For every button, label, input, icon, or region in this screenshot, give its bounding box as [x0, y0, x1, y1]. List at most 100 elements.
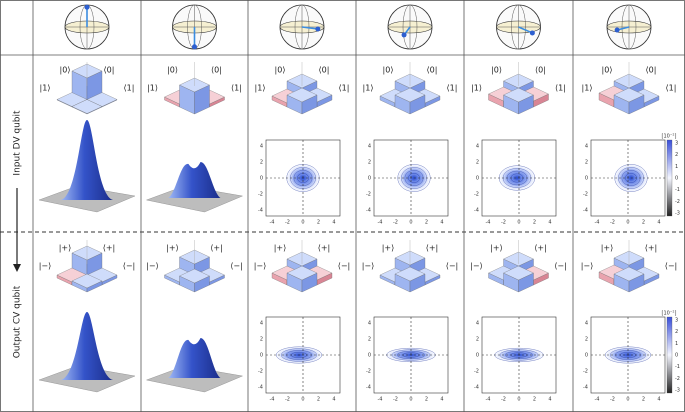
contour — [510, 173, 524, 183]
basis-label: |0⟩ — [383, 66, 394, 75]
colorbar-unit: [10⁻²] — [662, 311, 677, 317]
x-tick-label: 2 — [425, 397, 428, 403]
x-tick-label: -2 — [393, 220, 398, 226]
x-tick-label: 0 — [409, 397, 412, 403]
x-tick-label: -4 — [378, 220, 383, 226]
basis-label: ⟨1| — [339, 84, 350, 93]
box-top — [394, 87, 426, 103]
x-tick-label: 4 — [657, 220, 660, 226]
peak — [168, 338, 221, 378]
basis-label: |+⟩ — [59, 244, 72, 253]
x-tick-label: -2 — [610, 397, 615, 403]
y-tick-label: 4 — [368, 321, 371, 327]
density-matrix: |1⟩ |0⟩ ⟨0| ⟨1| — [40, 62, 135, 115]
box-top — [613, 87, 645, 103]
colorbar-tick: -1 — [675, 364, 680, 370]
y-tick-label: -4 — [366, 385, 371, 391]
basis-label: |−⟩ — [146, 262, 159, 271]
density-matrix: |1⟩ |0⟩ ⟨0| ⟨1| — [363, 62, 457, 115]
basis-label: ⟨−| — [446, 262, 459, 271]
x-tick-label: -4 — [595, 220, 600, 226]
basis-label: ⟨−| — [665, 262, 678, 271]
wigner-plot: -4 -4 -2 -2 0 0 2 2 4 4 — [474, 316, 557, 403]
basis-label: ⟨+| — [103, 244, 116, 253]
basis-label: ⟨−| — [554, 262, 567, 271]
box-top — [613, 266, 645, 282]
x-tick-label: 0 — [626, 397, 629, 403]
basis-label: ⟨1| — [666, 84, 677, 93]
wigner-surface — [145, 162, 244, 213]
wigner-plot: -4 -4 -2 -2 0 0 2 2 4 4 — [366, 316, 449, 403]
box-top — [286, 87, 318, 103]
wigner-plot: -4 -4 -2 -2 0 0 2 2 4 4 — [258, 316, 341, 403]
y-tick-label: -4 — [258, 208, 263, 214]
colorbar-tick: -2 — [675, 376, 680, 382]
y-tick-label: 0 — [476, 176, 479, 182]
x-tick-label: 2 — [425, 220, 428, 226]
bloch-sphere — [496, 4, 541, 50]
density-matrix: |−⟩ |+⟩ ⟨+| ⟨−| — [254, 240, 351, 293]
y-tick-label: 4 — [260, 144, 263, 150]
x-tick-label: 0 — [409, 220, 412, 226]
y-tick-label: 2 — [260, 160, 263, 166]
density-matrix: |−⟩ |+⟩ ⟨+| ⟨−| — [146, 240, 243, 293]
x-tick-label: 4 — [440, 220, 443, 226]
colorbar-tick: 0 — [675, 176, 678, 182]
basis-label: ⟨0| — [211, 66, 222, 75]
box-top — [71, 99, 103, 114]
floor — [145, 185, 244, 213]
x-tick-label: 0 — [301, 397, 304, 403]
y-tick-label: -2 — [474, 192, 479, 198]
x-tick-label: 0 — [517, 220, 520, 226]
box-top — [71, 273, 103, 289]
x-tick-label: -4 — [270, 220, 275, 226]
basis-label: ⟨1| — [124, 84, 135, 93]
bloch-sphere — [279, 4, 325, 50]
row-label: Output CV qubit — [13, 285, 23, 358]
state-point — [192, 44, 197, 50]
y-tick-label: 4 — [476, 321, 479, 327]
y-tick-label: -2 — [583, 369, 588, 375]
box-top — [179, 268, 210, 284]
y-tick-label: 0 — [260, 353, 263, 359]
y-tick-label: 2 — [368, 160, 371, 166]
density-matrix: |−⟩ |+⟩ ⟨+| ⟨−| — [470, 240, 567, 293]
wigner-plot: -4 -4 -2 -2 0 0 2 2 4 4 — [583, 316, 666, 403]
basis-label: ⟨−| — [338, 262, 351, 271]
y-tick-label: -2 — [583, 192, 588, 198]
state-vector — [518, 26, 533, 34]
basis-label: ⟨0| — [646, 66, 657, 75]
basis-label: ⟨0| — [535, 66, 546, 75]
y-tick-label: 0 — [368, 176, 371, 182]
colorbar-unit: [10⁻²] — [662, 134, 677, 140]
x-tick-label: -4 — [486, 220, 491, 226]
state-point — [529, 30, 535, 36]
basis-label: |+⟩ — [166, 244, 179, 253]
basis-label: ⟨+| — [645, 244, 658, 253]
y-tick-label: 0 — [260, 176, 263, 182]
colorbar: [10⁻²]3 2 1 0 -1 -2 -3 — [662, 311, 680, 394]
basis-label: ⟨+| — [534, 244, 547, 253]
x-tick-label: 2 — [533, 397, 536, 403]
wigner-surface — [145, 338, 244, 393]
density-matrix: |−⟩ |+⟩ ⟨+| ⟨−| — [581, 240, 678, 293]
x-tick-label: 4 — [332, 220, 335, 226]
basis-label: |0⟩ — [167, 66, 178, 75]
colorbar-tick: -2 — [675, 199, 680, 205]
x-tick-label: -4 — [595, 397, 600, 403]
basis-label: ⟨+| — [318, 244, 331, 253]
box-top — [394, 266, 426, 282]
colorbar-tick: 1 — [675, 341, 678, 347]
box-top — [503, 87, 534, 103]
basis-label: |+⟩ — [382, 244, 395, 253]
wigner-plot: -4 -4 -2 -2 0 0 2 2 4 4 — [474, 139, 557, 226]
basis-label: |+⟩ — [274, 244, 287, 253]
wigner-plot: -4 -4 -2 -2 0 0 2 2 4 4 — [366, 139, 449, 226]
y-tick-label: 2 — [585, 337, 588, 343]
x-tick-label: -4 — [378, 397, 383, 403]
y-tick-label: 4 — [476, 144, 479, 150]
y-tick-label: -4 — [258, 385, 263, 391]
basis-label: |0⟩ — [602, 66, 613, 75]
basis-label: |0⟩ — [60, 66, 71, 75]
